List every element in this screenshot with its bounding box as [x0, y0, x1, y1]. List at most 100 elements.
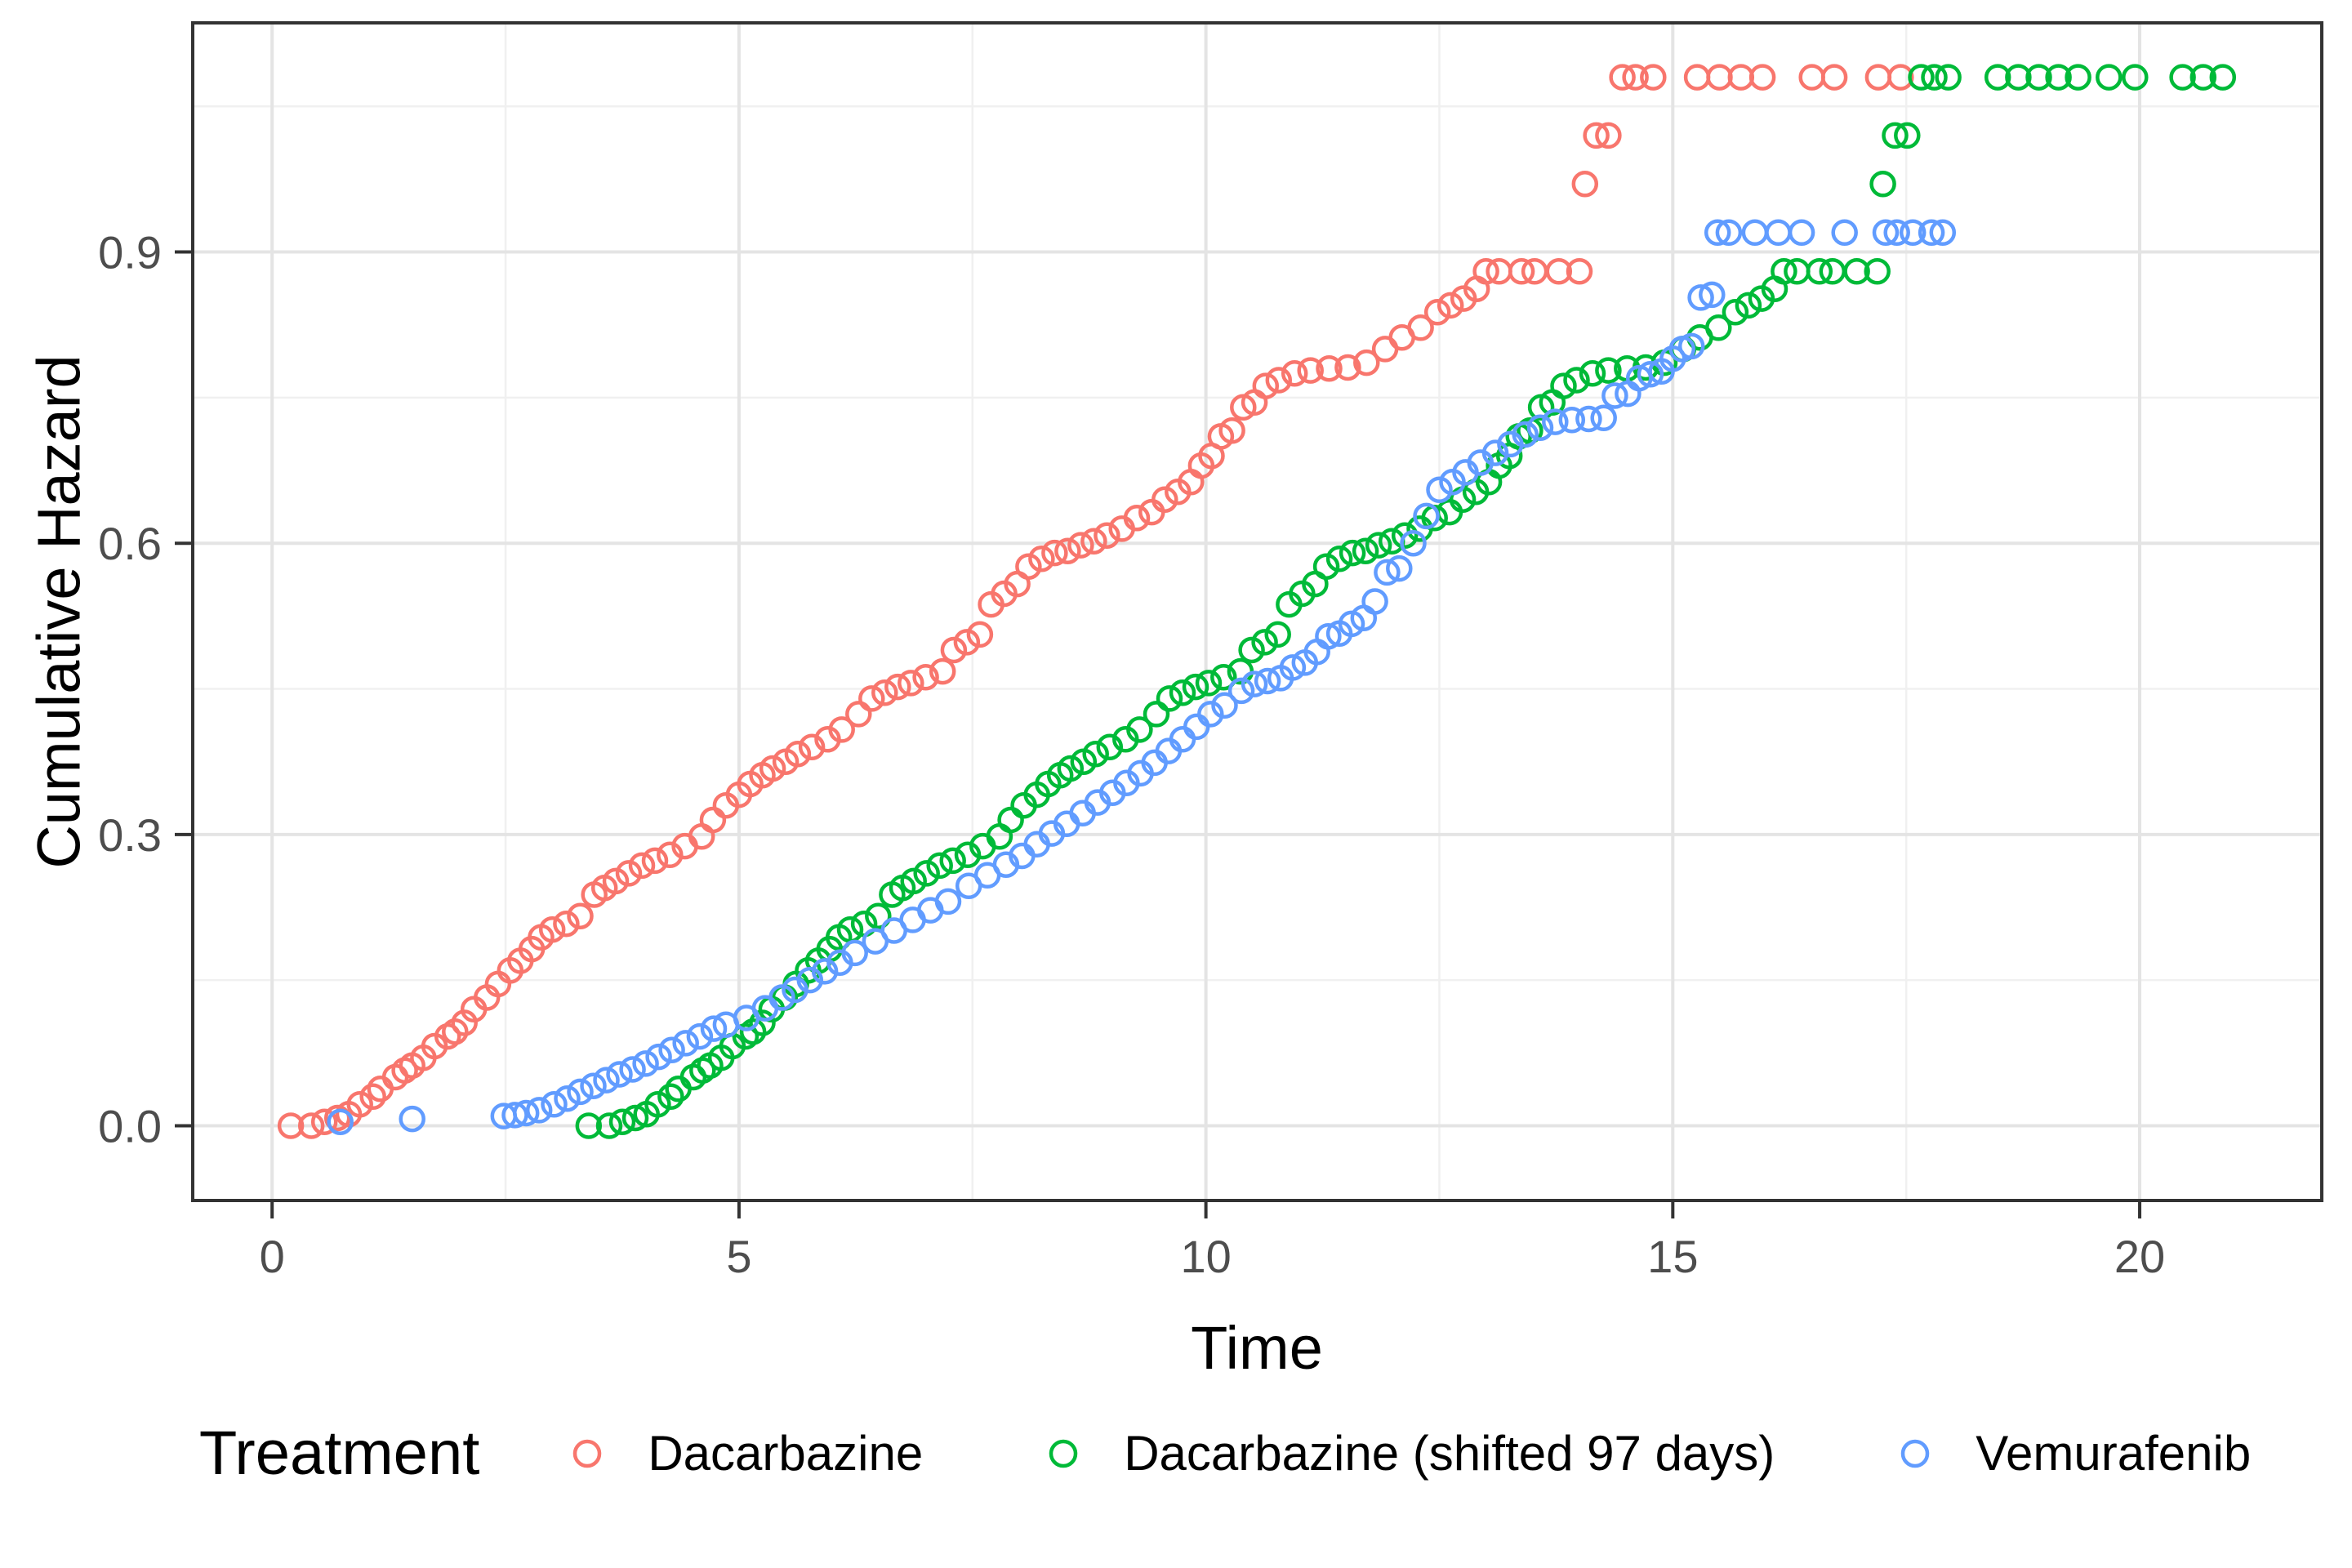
data-point-series-0: [277, 1112, 305, 1139]
data-point-series-1: [1182, 673, 1209, 701]
data-point-series-1: [1264, 621, 1291, 648]
data-point-series-0: [1265, 367, 1293, 394]
panel-background: [193, 23, 2322, 1200]
data-point-series-0: [641, 847, 669, 875]
data-point-series-2: [1526, 414, 1554, 441]
data-point-series-2: [1241, 670, 1268, 697]
data-point-series-0: [1583, 122, 1610, 149]
panel-border: [191, 21, 2323, 1202]
data-point-series-1: [939, 847, 966, 875]
legend-label: Dacarbazine (shifted 97 days): [1124, 1426, 1775, 1481]
data-point-series-2: [1361, 588, 1388, 615]
data-point-series-0: [858, 685, 885, 712]
data-point-series-2: [1704, 219, 1731, 247]
open-circle-icon: [1901, 1439, 1930, 1468]
data-point-series-2: [768, 984, 795, 1011]
data-point-series-1: [926, 852, 953, 880]
data-point-series-1: [900, 867, 927, 895]
data-point-series-0: [602, 867, 630, 895]
data-point-series-0: [657, 841, 684, 869]
x-axis-title: Time: [1191, 1314, 1323, 1382]
data-point-series-0: [1622, 64, 1649, 91]
data-point-series-2: [619, 1056, 646, 1083]
data-point-series-2: [327, 1108, 354, 1135]
data-point-series-0: [1609, 64, 1636, 91]
open-circle-icon: [573, 1439, 602, 1468]
data-point-series-1: [1057, 755, 1085, 782]
data-point-series-0: [1152, 486, 1178, 513]
data-point-series-1: [1722, 299, 1749, 326]
data-point-series-0: [359, 1083, 386, 1111]
data-point-series-0: [1472, 258, 1499, 285]
data-point-series-0: [940, 636, 968, 664]
data-point-series-1: [2122, 64, 2149, 91]
data-point-series-2: [567, 1078, 594, 1106]
data-point-series-1: [1705, 314, 1732, 341]
data-point-series-0: [699, 806, 727, 834]
data-point-series-0: [1028, 545, 1055, 572]
data-point-series-1: [1126, 716, 1153, 743]
data-point-series-2: [501, 1102, 528, 1129]
data-point-series-1: [2005, 64, 2032, 91]
data-point-series-1: [1579, 359, 1606, 387]
data-point-series-0: [1887, 64, 1914, 91]
plot-panel: 0 5 10 15 20 0.0 0.3 0.6 0.9: [98, 21, 2323, 1282]
legend: Treatment Dacarbazine Dacarbazine (shift…: [0, 1418, 2352, 1489]
data-point-series-1: [1312, 553, 1340, 580]
data-point-series-1: [1864, 258, 1891, 285]
data-point-series-0: [1353, 349, 1380, 376]
data-point-series-1: [2065, 64, 2091, 91]
x-tick-label: 15: [1647, 1231, 1698, 1282]
data-point-series-1: [997, 806, 1024, 834]
data-point-series-0: [1748, 64, 1776, 91]
data-point-series-0: [912, 663, 939, 691]
data-point-series-0: [1123, 505, 1151, 532]
data-point-series-1: [1921, 64, 1948, 91]
data-point-series-0: [1334, 354, 1361, 381]
data-point-series-0: [1640, 64, 1667, 91]
legend-title: Treatment: [198, 1419, 480, 1488]
data-point-series-0: [538, 916, 566, 943]
data-point-series-2: [1400, 529, 1427, 557]
data-point-series-2: [593, 1067, 620, 1094]
data-point-series-1: [1771, 258, 1797, 285]
data-point-series-0: [1508, 258, 1535, 285]
data-point-series-2: [1831, 219, 1858, 247]
data-point-series-1: [954, 841, 982, 869]
data-point-series-1: [2189, 64, 2217, 91]
data-point-series-2: [554, 1085, 581, 1112]
data-point-series-2: [1315, 623, 1342, 650]
data-point-series-1: [1325, 545, 1353, 572]
legend-row: Treatment Dacarbazine Dacarbazine (shift…: [199, 1418, 2251, 1489]
data-point-series-1: [2209, 64, 2237, 91]
data-point-series-2: [1542, 408, 1569, 435]
data-point-series-2: [811, 958, 839, 985]
data-point-series-2: [541, 1091, 568, 1118]
data-point-series-1: [1869, 171, 1896, 198]
data-point-series-0: [297, 1112, 325, 1139]
data-point-series-0: [966, 621, 994, 648]
data-point-series-0: [884, 673, 911, 701]
data-point-series-2: [841, 939, 868, 967]
data-point-series-0: [759, 755, 786, 782]
data-point-series-0: [1041, 539, 1068, 567]
data-point-series-0: [628, 852, 656, 880]
data-point-series-2: [1788, 219, 1815, 247]
data-point-series-2: [1715, 219, 1743, 247]
data-point-series-1: [1391, 522, 1419, 549]
data-point-series-1: [1352, 537, 1379, 564]
data-point-series-0: [1423, 299, 1451, 326]
x-tick-label: 5: [726, 1231, 751, 1282]
data-point-series-1: [1984, 64, 2011, 91]
data-point-series-1: [1806, 258, 1833, 285]
legend-label: Dacarbazine: [648, 1426, 924, 1481]
data-point-series-2: [632, 1050, 659, 1077]
data-point-series-1: [621, 1104, 649, 1132]
data-point-series-1: [1169, 679, 1196, 706]
y-tick-label: 0.3: [98, 809, 162, 861]
data-point-series-1: [575, 1112, 603, 1139]
legend-item-dacarbazine: Dacarbazine: [569, 1425, 923, 1481]
legend-label: Vemurafenib: [1976, 1426, 2252, 1481]
data-point-series-2: [796, 966, 824, 994]
